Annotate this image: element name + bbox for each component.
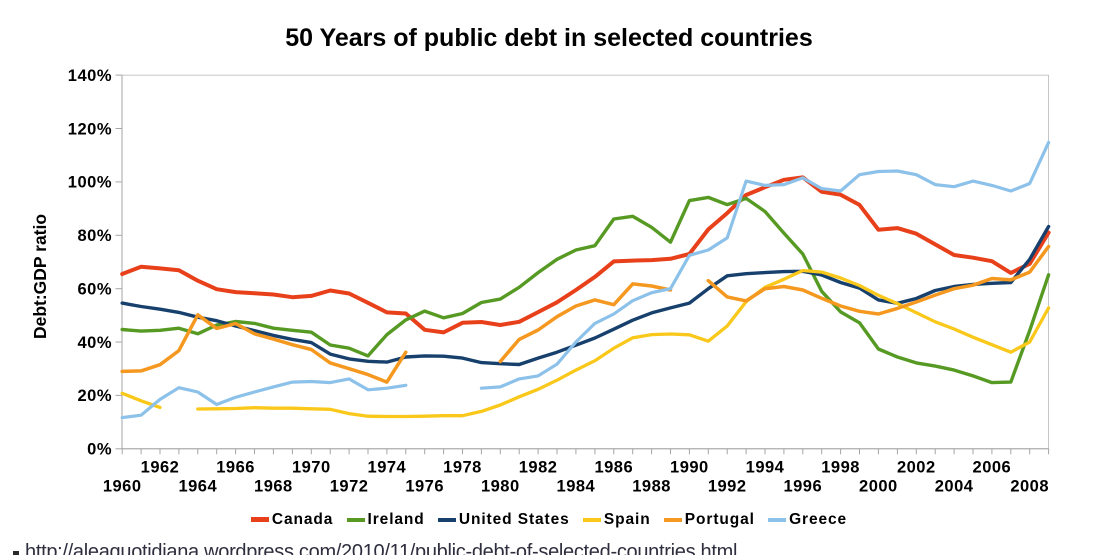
svg-text:2000: 2000: [859, 478, 898, 496]
svg-text:100%: 100%: [68, 174, 112, 192]
svg-text:1990: 1990: [670, 459, 709, 477]
svg-text:1994: 1994: [746, 459, 785, 477]
svg-text:1974: 1974: [368, 459, 407, 477]
svg-text:1986: 1986: [594, 459, 633, 477]
svg-text:1992: 1992: [708, 478, 747, 496]
svg-text:1966: 1966: [216, 459, 255, 477]
svg-text:1960: 1960: [103, 478, 142, 496]
svg-text:1970: 1970: [292, 459, 331, 477]
svg-text:1988: 1988: [632, 478, 671, 496]
svg-text:Debt:GDP ratio: Debt:GDP ratio: [30, 214, 50, 339]
svg-text:2002: 2002: [897, 459, 936, 477]
svg-text:140%: 140%: [68, 67, 112, 85]
svg-text:1968: 1968: [254, 478, 293, 496]
svg-text:80%: 80%: [77, 227, 112, 245]
svg-text:1984: 1984: [557, 478, 596, 496]
svg-text:1976: 1976: [405, 478, 444, 496]
svg-text:1972: 1972: [330, 478, 369, 496]
svg-text:2004: 2004: [935, 478, 974, 496]
svg-text:120%: 120%: [68, 120, 112, 138]
svg-text:60%: 60%: [77, 281, 112, 299]
svg-text:2008: 2008: [1010, 478, 1049, 496]
svg-text:1980: 1980: [481, 478, 520, 496]
svg-text:40%: 40%: [77, 334, 112, 352]
svg-text:1996: 1996: [783, 478, 822, 496]
svg-text:0%: 0%: [87, 441, 112, 459]
svg-text:2006: 2006: [973, 459, 1012, 477]
svg-text:1998: 1998: [821, 459, 860, 477]
svg-text:1982: 1982: [519, 459, 558, 477]
svg-text:1978: 1978: [443, 459, 482, 477]
svg-text:1962: 1962: [141, 459, 180, 477]
svg-text:1964: 1964: [178, 478, 217, 496]
svg-text:20%: 20%: [77, 387, 112, 405]
